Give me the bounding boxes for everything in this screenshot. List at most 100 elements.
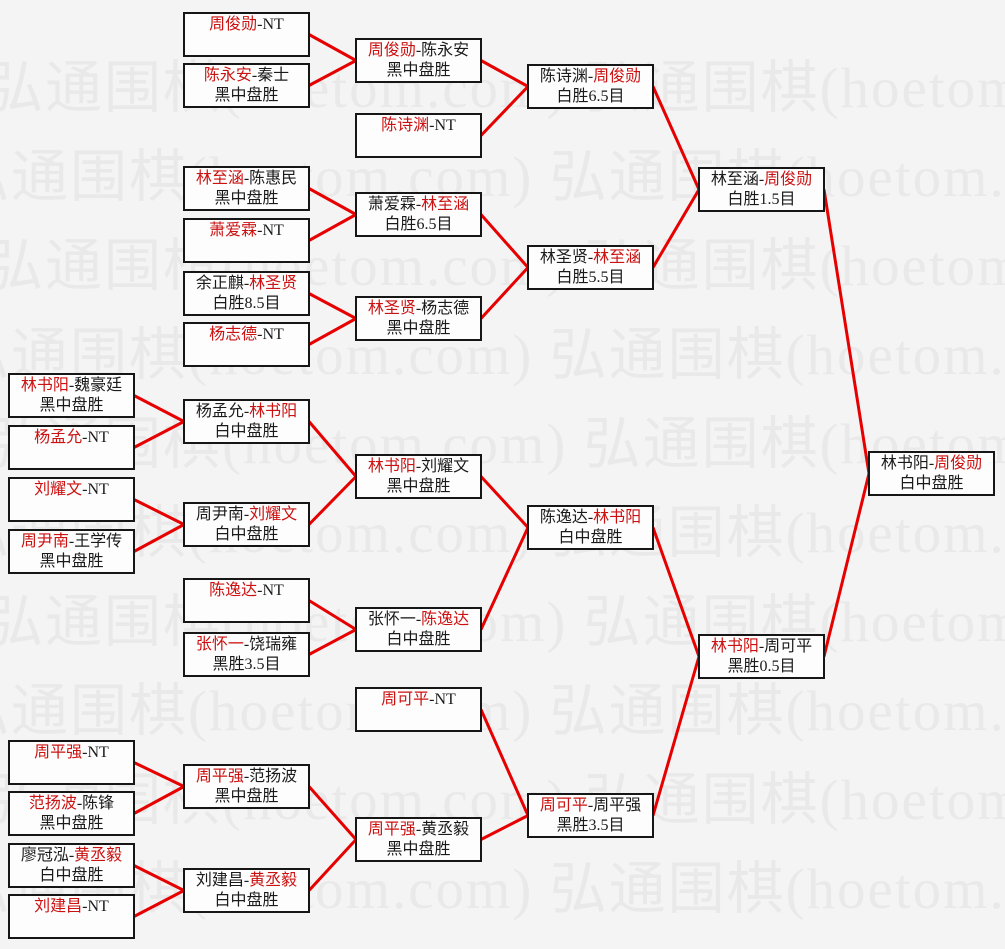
winner-name: 周俊勋 [764,171,813,188]
match-result: 黑胜3.5目 [212,656,281,673]
match-result: 白中盘胜 [214,423,279,440]
match-result: 黑胜0.5目 [727,658,796,675]
match-players: 萧爱霖-NT [185,221,308,241]
match-result: 黑中盘胜 [386,841,451,858]
name-pre: 萧爱霖- [367,196,422,213]
match-result: 黑中盘胜 [386,478,451,495]
winner-name: 周俊勋 [209,16,258,33]
winner-name: 林至涵 [421,196,470,213]
watermark-text: 弘通围棋(hoetom.com) 弘通围棋(hoetom.com) [0,413,1005,476]
winner-name: 杨志德 [209,326,258,343]
match-players: 陈诗渊-NT [357,116,480,136]
winner-name: 黄丞毅 [249,872,298,889]
name-post: -王学传 [68,533,123,550]
match-players: 周平强-黄丞毅 [357,820,480,840]
match-players: 杨志德-NT [185,325,308,345]
name-post: -NT [429,691,456,708]
match-box: 林书阳-魏豪廷 黑中盘胜 [8,373,135,418]
winner-name: 陈逸达 [209,582,258,599]
match-result [185,35,308,55]
match-box: 萧爱霖-林至涵 白胜6.5目 [355,192,482,237]
match-players: 林至涵-陈惠民 [185,169,308,189]
match-box-final: 林书阳-周俊勋 白中盘胜 [868,451,995,496]
match-box: 杨志德-NT [183,322,310,367]
name-pre: 陈诗渊- [539,68,594,85]
match-result: 白胜8.5目 [212,295,281,312]
match-players: 林至涵-周俊勋 [700,170,823,190]
match-box: 周尹南-王学传 黑中盘胜 [8,529,135,574]
match-box: 周平强-范扬波 黑中盘胜 [183,764,310,809]
name-post: -NT [82,481,109,498]
match-players: 周平强-NT [10,743,133,763]
name-post: -饶瑞雍 [243,636,298,653]
winner-name: 林书阳 [593,509,642,526]
watermark-text: 弘通围棋(hoetom.com) 弘通围棋(hoetom.com) [0,769,1005,832]
name-post: -魏豪廷 [68,377,123,394]
match-players: 周尹南-刘耀文 [185,505,308,525]
name-post: -周平强 [587,797,642,814]
match-box: 余正麒-林圣贤 白胜8.5目 [183,271,310,316]
name-post: -范扬波 [243,768,298,785]
match-box: 陈逸达-林书阳 白中盘胜 [527,505,654,550]
match-box: 陈逸达-NT [183,578,310,623]
name-post: -NT [257,326,284,343]
match-players: 林圣贤-杨志德 [357,299,480,319]
match-box: 刘建昌-NT [8,894,135,939]
winner-name: 林至涵 [593,249,642,266]
match-result: 白胜5.5目 [556,269,625,286]
winner-name: 周可平 [381,691,430,708]
match-box: 廖冠泓-黄丞毅 白中盘胜 [8,843,135,888]
match-box: 杨孟允-NT [8,425,135,470]
name-post: -周可平 [758,638,813,655]
name-post: -NT [82,898,109,915]
match-box: 周平强-黄丞毅 黑中盘胜 [355,817,482,862]
match-result: 黑中盘胜 [39,397,104,414]
name-post: -NT [257,582,284,599]
name-pre: 周尹南- [195,506,250,523]
watermark-text: 弘通围棋(hoetom.com) 弘通围棋(hoetom.com) [0,591,1005,654]
winner-name: 周平强 [34,744,83,761]
match-result: 黑中盘胜 [386,62,451,79]
match-box: 周可平-NT [355,687,482,732]
name-pre: 余正麒- [195,275,250,292]
match-result: 白胜6.5目 [556,88,625,105]
name-pre: 杨孟允- [195,403,250,420]
name-post: -陈惠民 [243,170,298,187]
match-result: 黑中盘胜 [39,815,104,832]
match-result: 黑中盘胜 [214,190,279,207]
name-pre: 林至涵- [710,171,765,188]
match-players: 刘耀文-NT [10,480,133,500]
match-box: 陈永安-秦士 黑中盘胜 [183,63,310,108]
match-result: 白胜6.5目 [384,216,453,233]
name-pre: 林圣贤- [539,249,594,266]
winner-name: 林书阳 [20,377,69,394]
match-players: 周俊勋-陈永安 [357,41,480,61]
name-post: -NT [82,744,109,761]
winner-name: 刘建昌 [34,898,83,915]
match-players: 林书阳-刘耀文 [357,457,480,477]
match-box: 刘耀文-NT [8,477,135,522]
name-pre: 陈逸达- [539,509,594,526]
winner-name: 林至涵 [195,170,244,187]
match-players: 萧爱霖-林至涵 [357,195,480,215]
match-players: 廖冠泓-黄丞毅 [10,846,133,866]
name-pre: 张怀一- [367,611,422,628]
winner-name: 张怀一 [195,636,244,653]
match-box: 张怀一-陈逸达 白中盘胜 [355,607,482,652]
name-pre: 廖冠泓- [20,847,75,864]
match-players: 张怀一-饶瑞雍 [185,635,308,655]
match-box: 林圣贤-杨志德 黑中盘胜 [355,296,482,341]
winner-name: 周尹南 [20,533,69,550]
match-box: 陈诗渊-周俊勋白胜6.5目 [527,64,654,109]
winner-name: 周可平 [539,797,588,814]
winner-name: 周俊勋 [593,68,642,85]
match-result [185,345,308,365]
winner-name: 林书阳 [710,638,759,655]
match-players: 林书阳-魏豪廷 [10,376,133,396]
match-result: 黑中盘胜 [214,87,279,104]
match-players: 周俊勋-NT [185,15,308,35]
match-players: 陈逸达-林书阳 [529,508,652,528]
match-result [10,917,133,937]
match-result: 白中盘胜 [558,529,623,546]
match-result [10,500,133,520]
